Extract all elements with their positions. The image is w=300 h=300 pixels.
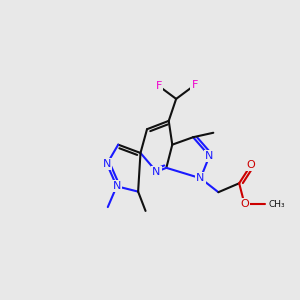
Text: O: O — [247, 160, 255, 170]
Text: N: N — [103, 159, 111, 169]
Text: N: N — [205, 151, 214, 161]
Text: F: F — [156, 81, 162, 91]
Text: N: N — [196, 173, 205, 183]
Text: F: F — [191, 80, 198, 90]
Text: N: N — [112, 181, 121, 191]
Text: CH₃: CH₃ — [268, 200, 285, 208]
Text: N: N — [152, 167, 161, 177]
Text: O: O — [240, 199, 249, 209]
